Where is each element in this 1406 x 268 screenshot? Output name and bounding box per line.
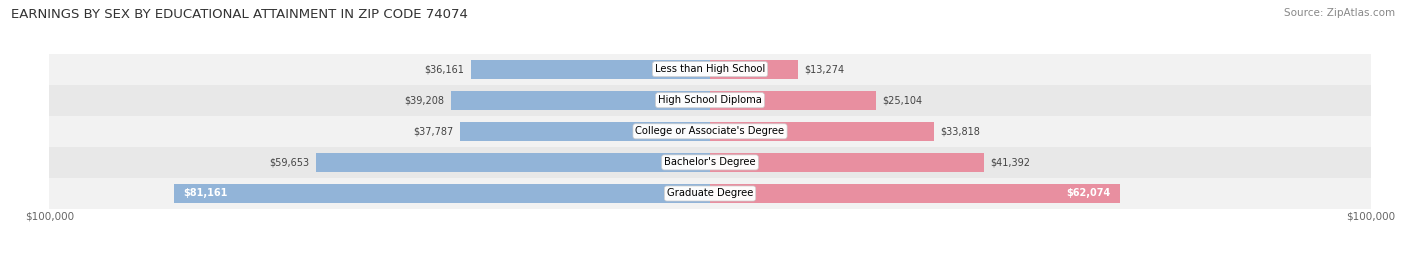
Text: $41,392: $41,392 <box>990 157 1031 168</box>
Bar <box>710 59 797 79</box>
Bar <box>460 122 710 141</box>
Text: Bachelor's Degree: Bachelor's Degree <box>664 157 756 168</box>
Text: $25,104: $25,104 <box>883 95 922 105</box>
Bar <box>710 91 876 110</box>
Text: $59,653: $59,653 <box>269 157 309 168</box>
Bar <box>49 178 1371 209</box>
Text: $81,161: $81,161 <box>184 188 228 199</box>
Text: $33,818: $33,818 <box>941 126 980 136</box>
Bar <box>471 59 710 79</box>
Bar <box>710 184 1121 203</box>
Bar <box>174 184 710 203</box>
Bar <box>49 147 1371 178</box>
Text: $37,787: $37,787 <box>413 126 454 136</box>
Text: Less than High School: Less than High School <box>655 64 765 74</box>
Text: EARNINGS BY SEX BY EDUCATIONAL ATTAINMENT IN ZIP CODE 74074: EARNINGS BY SEX BY EDUCATIONAL ATTAINMEN… <box>11 8 468 21</box>
Text: $39,208: $39,208 <box>405 95 444 105</box>
Bar <box>316 153 710 172</box>
Text: $62,074: $62,074 <box>1066 188 1111 199</box>
Text: Source: ZipAtlas.com: Source: ZipAtlas.com <box>1284 8 1395 18</box>
Bar <box>49 116 1371 147</box>
Bar <box>49 85 1371 116</box>
Bar <box>49 54 1371 85</box>
Bar <box>451 91 710 110</box>
Text: Graduate Degree: Graduate Degree <box>666 188 754 199</box>
Bar <box>710 153 984 172</box>
Text: College or Associate's Degree: College or Associate's Degree <box>636 126 785 136</box>
Text: $36,161: $36,161 <box>425 64 464 74</box>
Text: High School Diploma: High School Diploma <box>658 95 762 105</box>
Bar <box>710 122 934 141</box>
Text: $13,274: $13,274 <box>804 64 845 74</box>
